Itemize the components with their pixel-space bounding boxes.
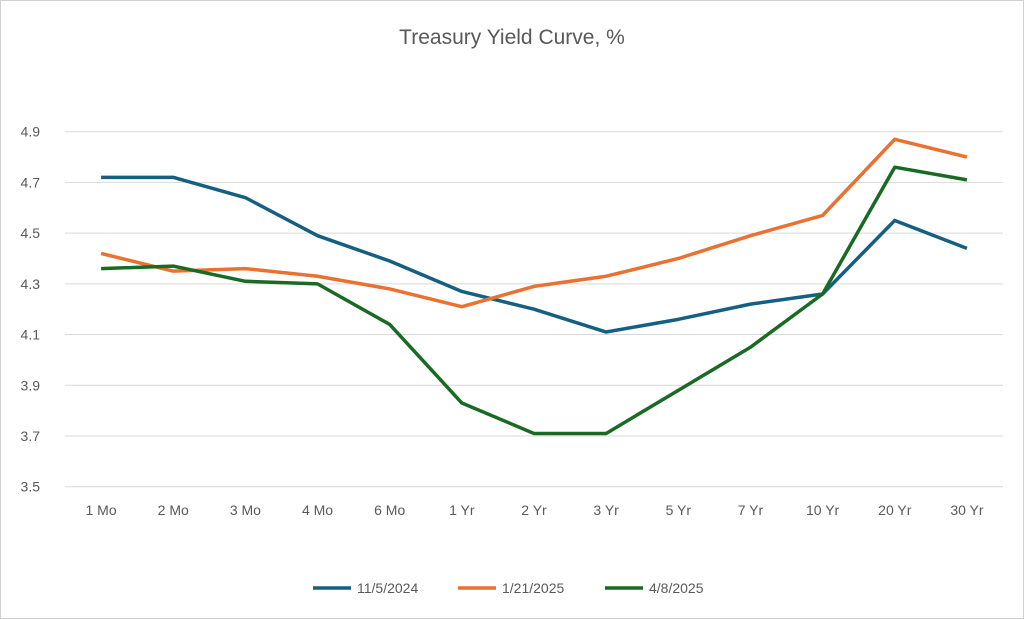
gridlines: [65, 131, 1003, 488]
legend-item: 11/5/2024: [313, 580, 418, 596]
x-axis: 1 Mo 2 Mo 3 Mo 4 Mo 6 Mo 1 Yr 2 Yr 3 Yr 5 Yr 7 Yr…: [86, 502, 984, 518]
series-line-2: [101, 165, 968, 436]
legend-label: 4/8/2025: [649, 580, 704, 596]
x-tick-label: 5 Yr: [666, 502, 692, 518]
x-tick-label: 2 Mo: [158, 502, 189, 518]
y-tick-label: 4.7: [21, 174, 41, 190]
series-line-1: [100, 137, 968, 309]
chart-title: Treasury Yield Curve, %: [399, 26, 625, 49]
legend-label: 1/21/2025: [502, 580, 564, 596]
series-lines: [100, 137, 968, 436]
legend: 11/5/2024 1/21/2025 4/8/2025: [313, 580, 704, 596]
x-tick-label: 30 Yr: [950, 502, 984, 518]
x-tick-label: 7 Yr: [738, 502, 764, 518]
legend-item: 1/21/2025: [458, 580, 564, 596]
x-tick-label: 3 Mo: [230, 502, 261, 518]
x-tick-label: 6 Mo: [374, 502, 405, 518]
legend-item: 4/8/2025: [605, 580, 704, 596]
x-tick-label: 1 Yr: [449, 502, 475, 518]
y-axis: 3.5 3.7 3.9 4.1 4.3 4.5 4.7 4.9: [21, 124, 41, 495]
x-tick-label: 2 Yr: [521, 502, 547, 518]
y-tick-label: 4.1: [21, 327, 41, 343]
x-tick-label: 3 Yr: [593, 502, 619, 518]
legend-label: 11/5/2024: [357, 580, 418, 596]
y-tick-label: 3.7: [21, 428, 41, 444]
y-tick-label: 3.9: [21, 377, 41, 393]
y-tick-label: 3.5: [21, 479, 41, 495]
x-tick-label: 4 Mo: [302, 502, 333, 518]
x-tick-label: 20 Yr: [878, 502, 912, 518]
y-tick-label: 4.9: [21, 124, 41, 140]
y-tick-label: 4.5: [21, 225, 41, 241]
y-tick-label: 4.3: [21, 276, 41, 292]
x-tick-label: 10 Yr: [806, 502, 840, 518]
x-tick-label: 1 Mo: [86, 502, 117, 518]
